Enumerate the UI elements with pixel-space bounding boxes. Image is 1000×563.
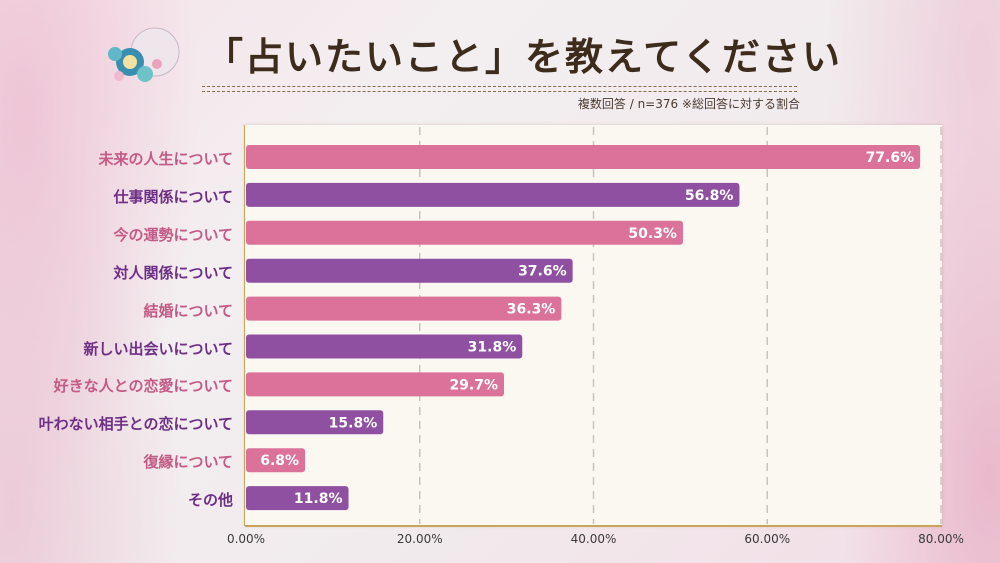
background-decoration-left — [0, 0, 230, 563]
category-label: その他 — [187, 491, 233, 510]
chart-title: 「占いたいこと」を教えてください — [205, 34, 842, 79]
title-divider — [202, 86, 797, 92]
bar-value-label: 37.6% — [518, 264, 567, 280]
category-label: 新しい出会いについて — [83, 339, 233, 358]
flower-emblem-icon — [108, 27, 180, 82]
x-tick-label: 60.00% — [744, 532, 791, 546]
bar-value-label: 15.8% — [329, 415, 378, 431]
x-tick-label: 20.00% — [396, 532, 443, 546]
bar — [246, 334, 523, 359]
bar — [246, 410, 384, 435]
x-tick-label: 40.00% — [570, 532, 617, 546]
bar-value-label: 77.6% — [866, 150, 915, 166]
category-label: 復縁について — [143, 453, 233, 472]
bar-value-label: 29.7% — [449, 377, 498, 393]
x-axis-line — [245, 525, 942, 527]
bar-value-label: 56.8% — [685, 188, 734, 204]
bar — [246, 296, 562, 321]
bar-value-label: 6.8% — [260, 453, 299, 469]
category-label: 未来の人生について — [98, 150, 233, 168]
y-axis-line — [244, 125, 245, 526]
bar-value-label: 11.8% — [294, 491, 343, 507]
bar-value-label: 36.3% — [507, 302, 556, 318]
category-label: 仕事関係について — [113, 187, 233, 206]
bar — [246, 448, 306, 473]
category-label: 対人関係について — [113, 263, 233, 282]
category-label: 結婚について — [143, 301, 233, 320]
x-tick-label: 0.00% — [226, 532, 266, 546]
bar — [246, 182, 740, 207]
bar — [246, 486, 349, 511]
category-label: 今の運勢について — [113, 225, 233, 244]
bar-value-label: 50.3% — [628, 226, 677, 242]
chart-subtitle: 複数回答 / n=376 ※総回答に対する割合 — [577, 97, 800, 111]
bar — [246, 220, 683, 245]
bar — [246, 258, 573, 283]
bar-value-label: 31.8% — [468, 340, 517, 356]
category-label: 好きな人との恋愛について — [53, 377, 233, 396]
bar — [246, 372, 505, 397]
category-label: 叶わない相手との恋について — [38, 415, 233, 434]
bar — [246, 145, 921, 169]
x-tick-label: 80.00% — [918, 532, 964, 546]
